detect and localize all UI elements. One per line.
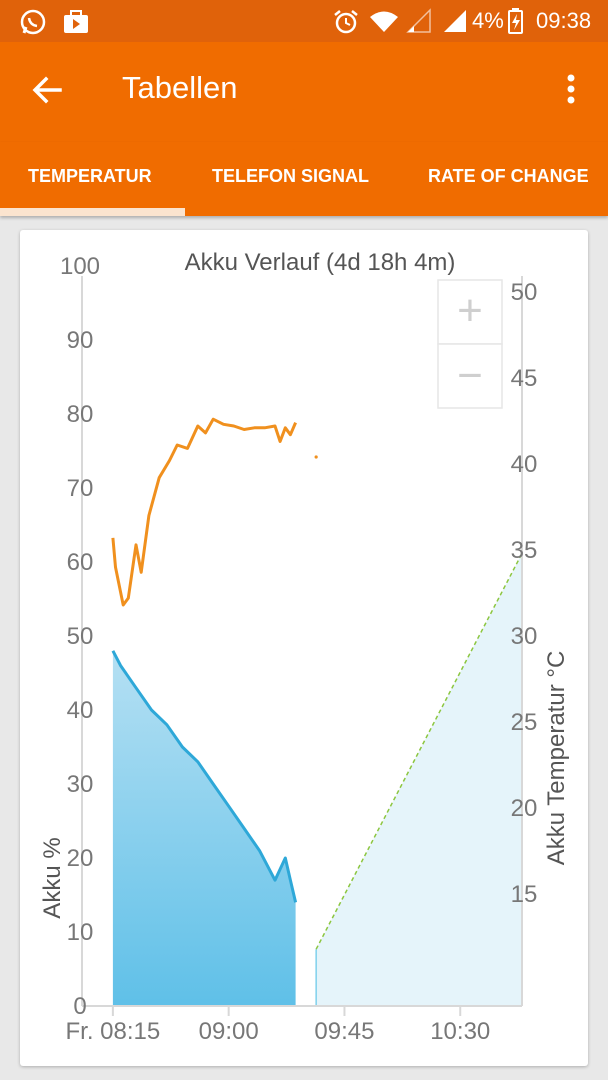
zoom-out-icon: −: [457, 351, 483, 400]
y-tick-label: 30: [67, 771, 94, 798]
zoom-in-button[interactable]: +: [437, 279, 503, 345]
y-tick-label: 50: [67, 623, 94, 650]
y2-tick-label: 30: [511, 623, 538, 650]
battery-percent: 4%: [472, 8, 504, 33]
y2-tick-label: 45: [511, 365, 538, 392]
y-axis-label: Akku %: [39, 837, 66, 918]
y-tick-label: 60: [67, 549, 94, 576]
y2-tick-label: 35: [511, 537, 538, 564]
zoom-in-icon: +: [457, 286, 483, 335]
tab-temperatur[interactable]: TEMPERATUR: [28, 166, 152, 186]
y-tick-label: 80: [67, 401, 94, 428]
y2-tick-label: 50: [511, 279, 538, 306]
y-tick-label: 40: [67, 697, 94, 724]
tab-indicator: [0, 208, 185, 216]
wifi-icon: [370, 11, 398, 32]
y-tick-label: 10: [67, 919, 94, 946]
signal-2-icon: [444, 10, 466, 32]
tab-bar: TEMPERATUR TELEFON SIGNAL RATE OF CHANGE: [0, 142, 608, 216]
battery-series-line: [111, 650, 298, 903]
whatsapp-icon: [20, 9, 46, 35]
x-tick-label: 10:30: [430, 1018, 490, 1045]
battery-charging-icon: [508, 8, 523, 34]
chart-title: Akku Verlauf (4d 18h 4m): [185, 249, 456, 276]
y-tick-label: 70: [67, 475, 94, 502]
projection-area: [316, 553, 522, 1006]
y-tick-label: 100: [60, 253, 100, 280]
arrow-left-icon[interactable]: [28, 70, 68, 110]
y-tick-label: 20: [67, 845, 94, 872]
x-tick-label: 09:45: [314, 1018, 374, 1045]
zoom-out-button[interactable]: −: [437, 343, 503, 409]
x-tick-label: Fr. 08:15: [66, 1018, 161, 1045]
clock: 09:38: [536, 8, 592, 33]
y2-tick-label: 15: [511, 881, 538, 908]
y2-tick-label: 20: [511, 795, 538, 822]
y-tick-label: 90: [67, 327, 94, 354]
x-tick-label: 09:00: [199, 1018, 259, 1045]
tab-telefon-signal[interactable]: TELEFON SIGNAL: [212, 166, 369, 186]
battery-chart[interactable]: Akku Verlauf (4d 18h 4m) 0 10 20 30 40 50 60 70…: [20, 230, 588, 1066]
temperature-point: [314, 455, 318, 459]
projection-series-line: [315, 553, 523, 950]
y-tick-label: 0: [73, 993, 86, 1020]
y2-tick-label: 25: [511, 709, 538, 736]
alarm-icon: [334, 10, 358, 34]
y2-axis-label: Akku Temperatur °C: [543, 651, 570, 866]
video-notification-icon: [64, 10, 88, 33]
page-title: Tabellen: [122, 70, 238, 105]
signal-1-icon: [406, 8, 431, 33]
temperature-series-line: [111, 417, 297, 607]
more-vert-icon[interactable]: [556, 70, 586, 110]
app-bar: Tabellen: [0, 42, 608, 142]
y2-tick-label: 40: [511, 451, 538, 478]
chart-card: Akku Verlauf (4d 18h 4m) 0 10 20 30 40 50 60 70…: [20, 230, 588, 1066]
tab-rate-of-change[interactable]: RATE OF CHANGE: [428, 166, 589, 186]
battery-area: [112, 650, 296, 1006]
status-bar: 4% 09:38: [0, 0, 608, 42]
